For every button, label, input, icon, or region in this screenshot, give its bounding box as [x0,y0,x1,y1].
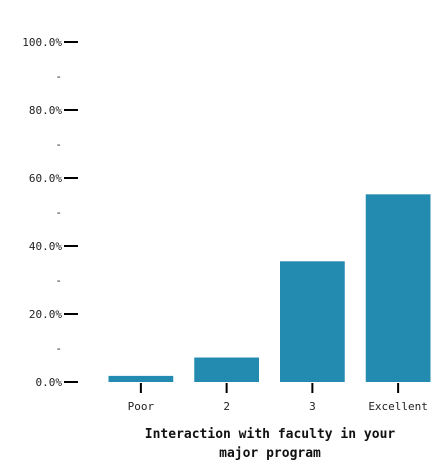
bar-poor [108,375,174,382]
bar-3 [280,261,345,382]
y-minor-tick: - [55,206,62,219]
y-minor-tick: - [55,274,62,287]
y-minor-tick: - [55,138,62,151]
y-axis: 0.0% 20.0% 40.0% 60.0% 80.0% 100.0% - - - - - [22,36,78,389]
x-tick-label: Excellent [368,400,428,413]
y-tick-label: 100.0% [22,36,62,49]
y-tick-label: 40.0% [29,240,62,253]
x-tick-label: 3 [309,400,316,413]
y-tick-label: 80.0% [29,104,62,117]
y-tick-label: 20.0% [29,308,62,321]
y-minor-tick: - [55,342,62,355]
y-tick-label: 60.0% [29,172,62,185]
bar-excellent [365,194,431,382]
y-tick-label: 0.0% [36,376,63,389]
x-axis-label-line-2: major program [219,446,321,461]
x-tick-label: Poor [128,400,155,413]
y-minor-tick: - [55,70,62,83]
x-axis-label-line-1: Interaction with faculty in your [145,427,396,442]
x-axis: Poor 2 3 Excellent [128,383,428,413]
bar-2 [194,357,259,382]
bars [108,194,431,382]
x-tick-label: 2 [223,400,230,413]
